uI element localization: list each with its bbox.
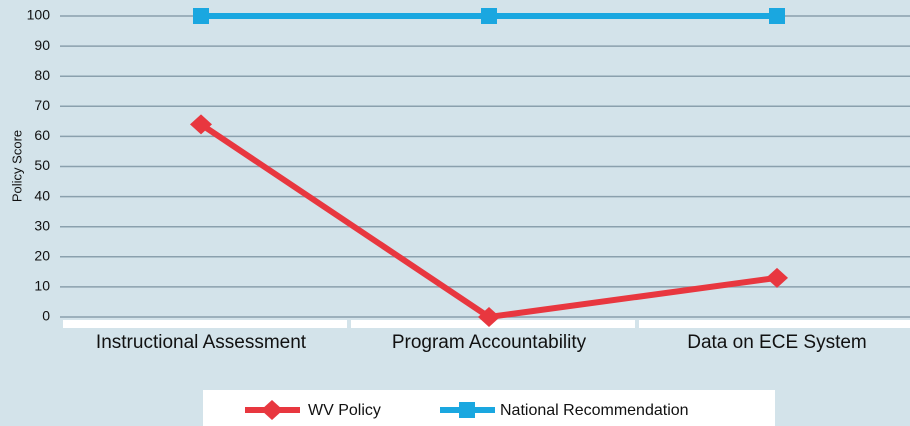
y-tick-label: 60: [34, 127, 50, 143]
y-tick-label: 10: [34, 278, 50, 294]
y-tick-label: 40: [34, 187, 50, 203]
y-tick-label: 50: [34, 157, 50, 173]
y-tick-label: 100: [27, 7, 51, 23]
legend-label: National Recommendation: [500, 402, 689, 419]
x-tick-label: Data on ECE System: [687, 332, 867, 353]
y-tick-label: 30: [34, 217, 50, 233]
point-marker: [190, 114, 212, 135]
y-axis-label: Policy Score: [9, 130, 24, 202]
point-marker: [481, 8, 497, 24]
y-tick-label: 90: [34, 37, 50, 53]
legend-marker: [261, 400, 283, 420]
legend-marker: [459, 402, 475, 418]
x-tick-label: Program Accountability: [392, 332, 587, 353]
category-band: [639, 320, 910, 328]
point-marker: [769, 8, 785, 24]
point-marker: [766, 267, 788, 288]
category-band: [63, 320, 347, 328]
y-tick-label: 0: [42, 308, 50, 324]
y-tick-label: 70: [34, 97, 50, 113]
y-tick-label: 80: [34, 67, 50, 83]
point-marker: [193, 8, 209, 24]
x-tick-label: Instructional Assessment: [96, 332, 307, 353]
category-band: [351, 320, 635, 328]
y-tick-label: 20: [34, 248, 50, 264]
point-marker: [478, 307, 500, 327]
legend-label: WV Policy: [308, 402, 381, 419]
